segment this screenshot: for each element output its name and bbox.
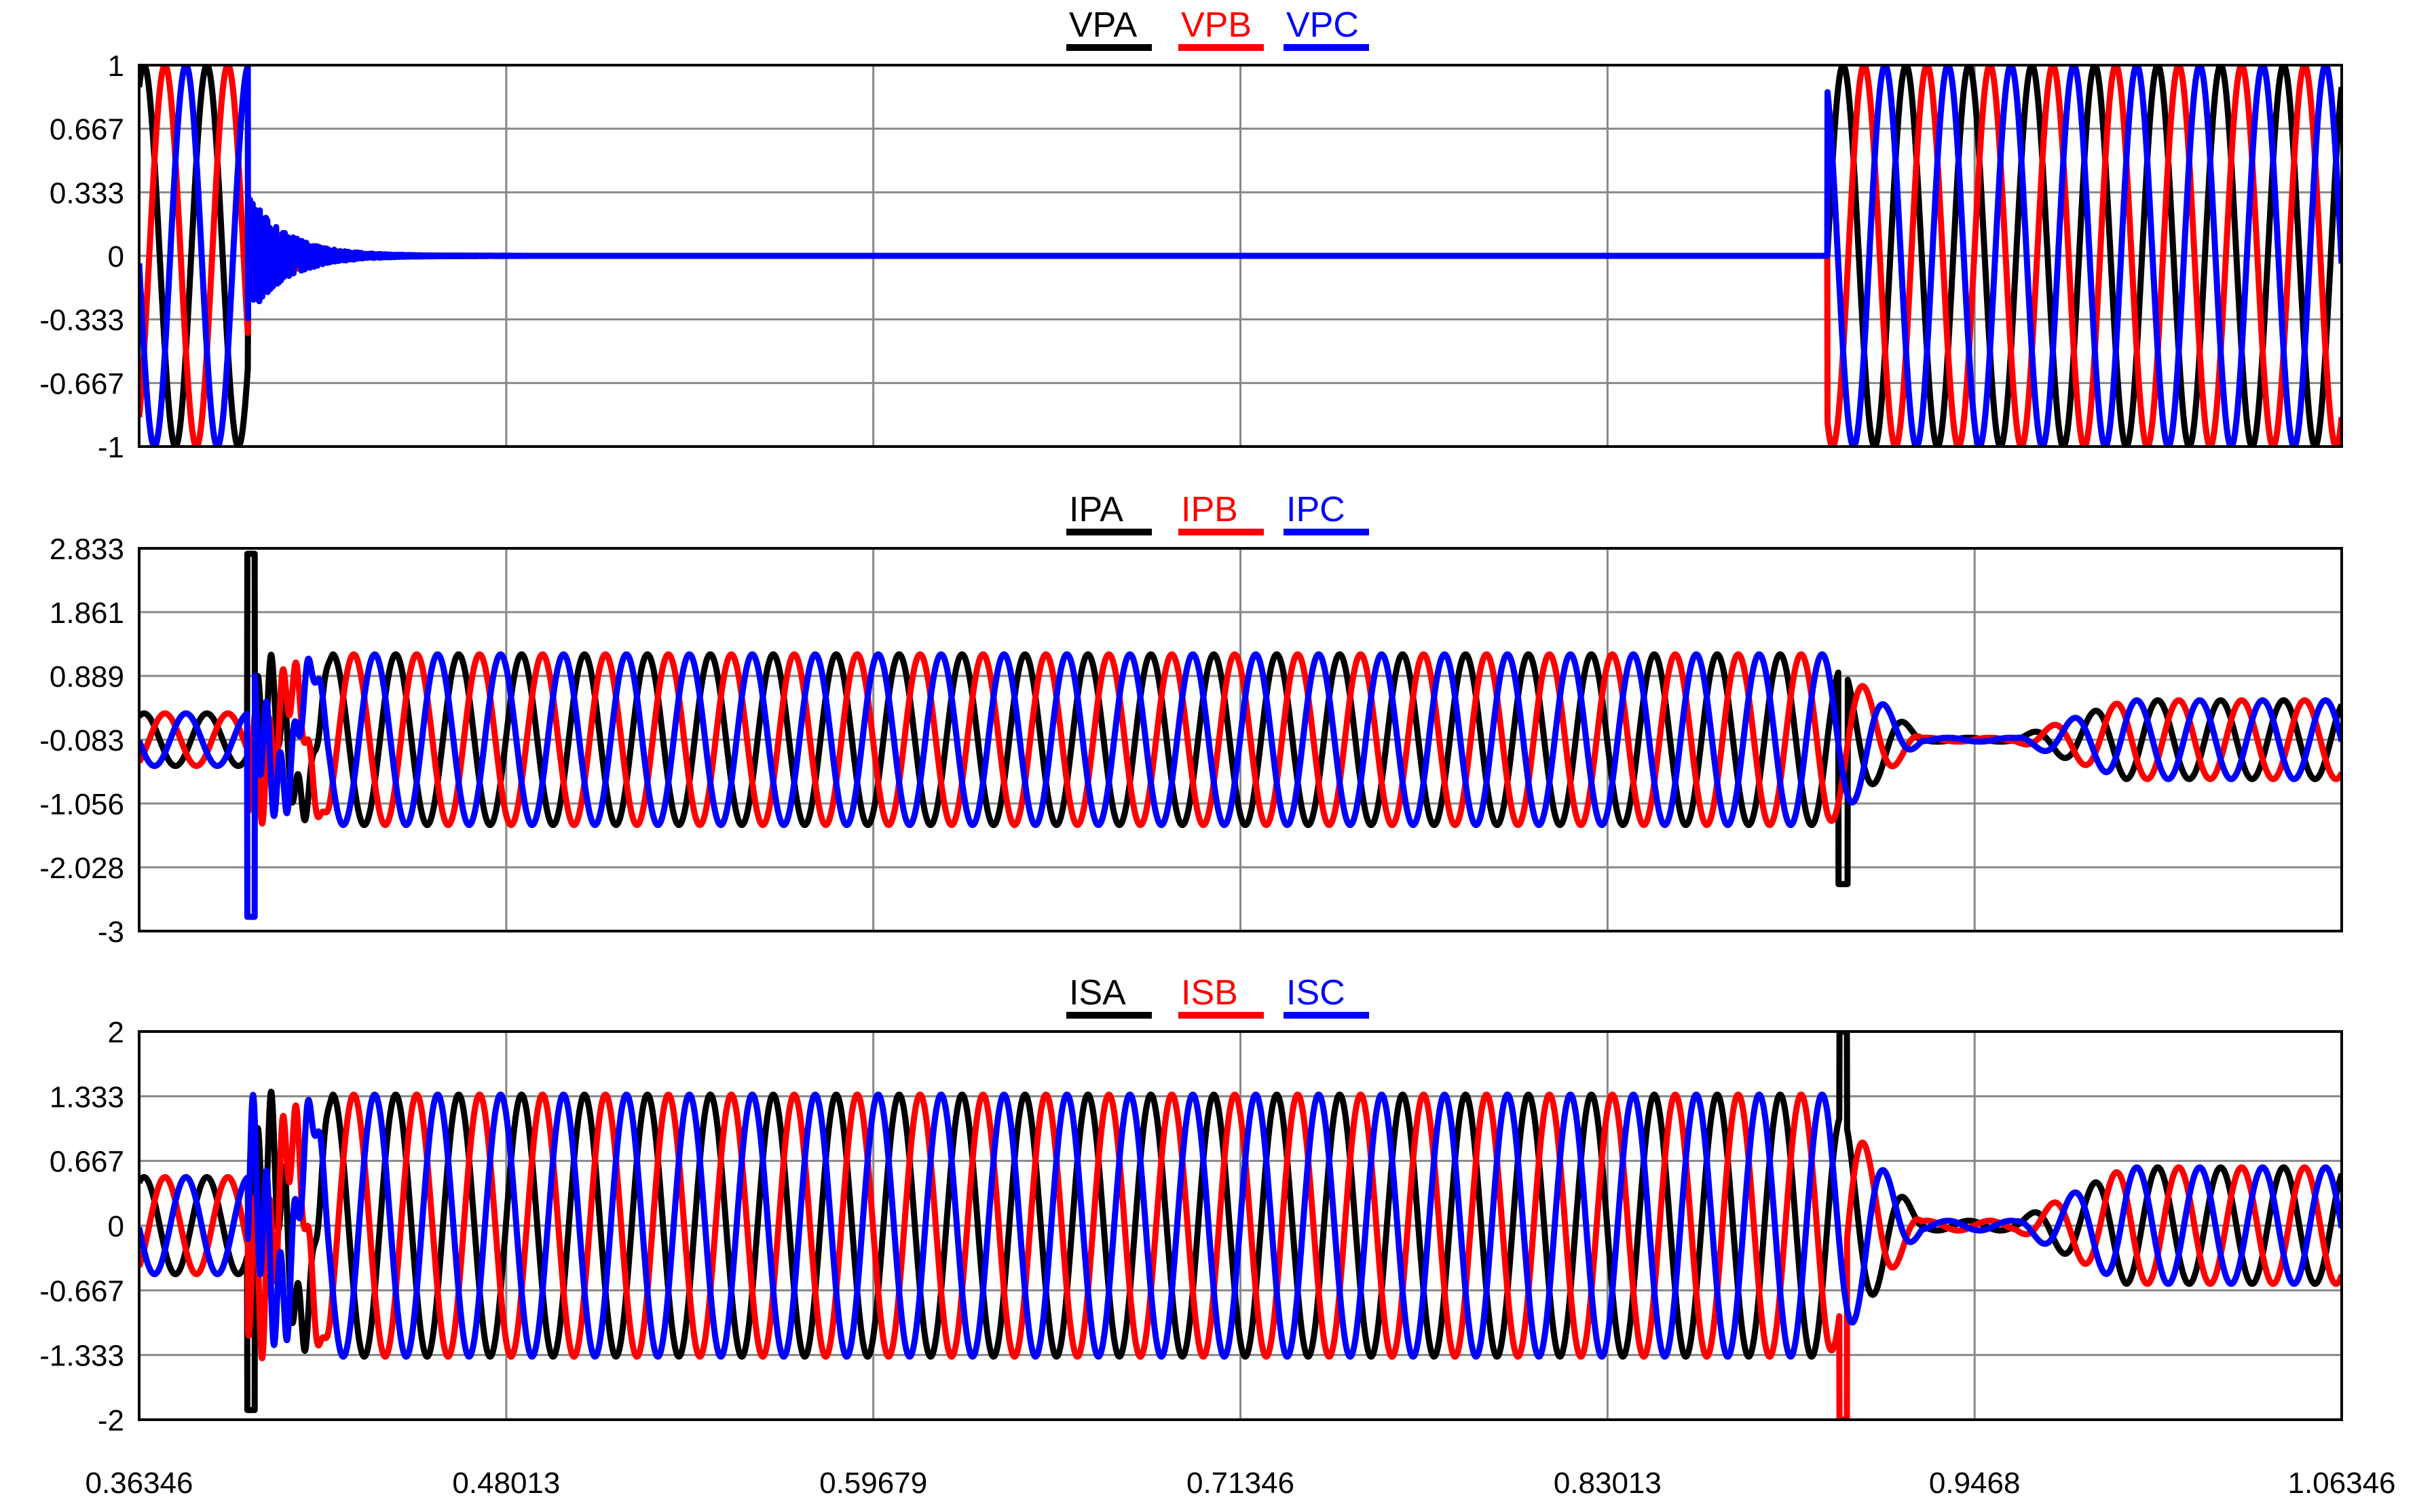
legend-label-vpc: VPC: [1286, 5, 1359, 45]
legend: ISA ISB ISC: [1066, 973, 1369, 1015]
y-tick-label: -2: [98, 1404, 124, 1437]
y-tick-label: -0.083: [39, 724, 124, 757]
legend: VPA VPB VPC: [1066, 5, 1369, 48]
y-tick-label: -2.028: [39, 852, 124, 885]
x-tick-label: 0.83013: [1554, 1467, 1662, 1500]
y-tick-label: 0: [108, 1210, 124, 1243]
legend-label-ipa: IPA: [1069, 490, 1123, 529]
legend-label-isa: ISA: [1069, 973, 1126, 1013]
y-tick-label: -0.667: [39, 367, 124, 400]
y-tick-label: 1.333: [50, 1080, 124, 1114]
y-tick-label: 0.889: [50, 660, 124, 694]
y-tick-label: 0.667: [50, 113, 124, 147]
y-tick-label: 2.833: [50, 533, 124, 566]
y-tick-label: 0: [108, 240, 124, 273]
x-tick-label: 0.59679: [819, 1467, 927, 1500]
y-tick-label: -0.667: [39, 1274, 124, 1308]
legend-label-ipb: IPB: [1181, 490, 1238, 529]
y-tick-label: 1.861: [50, 597, 124, 630]
legend-label-isb: ISB: [1181, 973, 1238, 1013]
chart-panel-3: 2 1.333 0.667 0 -0.667 -1.333 -2 ISA ISB ISC: [39, 973, 2342, 1437]
x-tick-label: 0.71346: [1186, 1467, 1294, 1500]
chart-panel-1: 1 0.667 0.333 0 -0.333 -0.667 -1 VPA VPB VPC: [39, 5, 2342, 464]
legend-label-vpb: VPB: [1181, 5, 1252, 45]
x-tick-label: 0.36346: [85, 1467, 193, 1500]
y-tick-label: 2: [108, 1016, 124, 1049]
y-tick-label: -1.333: [39, 1340, 124, 1373]
y-tick-label: -1: [98, 431, 124, 464]
x-tick-label: 0.9468: [1929, 1467, 2021, 1500]
x-tick-label: 1.06346: [2287, 1467, 2395, 1500]
y-tick-label: 0.333: [50, 176, 124, 210]
x-tick-label: 0.48013: [452, 1467, 560, 1500]
legend-label-ipc: IPC: [1286, 490, 1345, 529]
y-tick-label: -1.056: [39, 788, 124, 821]
y-tick-label: 1: [108, 50, 124, 83]
y-tick-label: -3: [98, 915, 124, 949]
legend-label-isc: ISC: [1286, 973, 1345, 1013]
x-axis: 0.36346 0.48013 0.59679 0.71346 0.83013 0.946…: [85, 1467, 2395, 1500]
legend-label-vpa: VPA: [1069, 5, 1138, 45]
y-tick-label: 0.667: [50, 1146, 124, 1179]
legend: IPA IPB IPC: [1066, 490, 1369, 532]
y-tick-label: -0.333: [39, 304, 124, 337]
